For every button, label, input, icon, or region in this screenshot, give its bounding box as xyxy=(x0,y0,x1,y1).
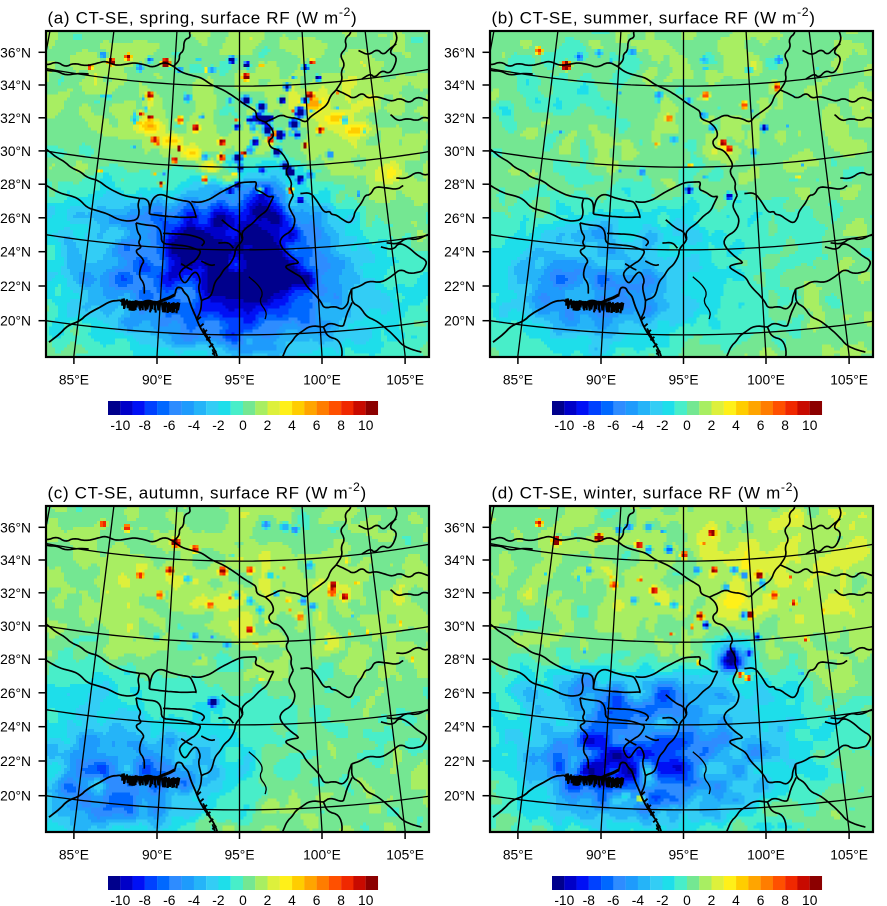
svg-text:(b) CT-SE, summer, surface RF: (b) CT-SE, summer, surface RF (W m-2) xyxy=(492,5,816,28)
svg-text:(d) CT-SE, winter, surface RF: (d) CT-SE, winter, surface RF (W m-2) xyxy=(492,480,800,503)
svg-text:(c) CT-SE, autumn, surface RF: (c) CT-SE, autumn, surface RF (W m-2) xyxy=(48,480,367,503)
svg-text:(a) CT-SE, spring, surface RF: (a) CT-SE, spring, surface RF (W m-2) xyxy=(48,5,358,28)
